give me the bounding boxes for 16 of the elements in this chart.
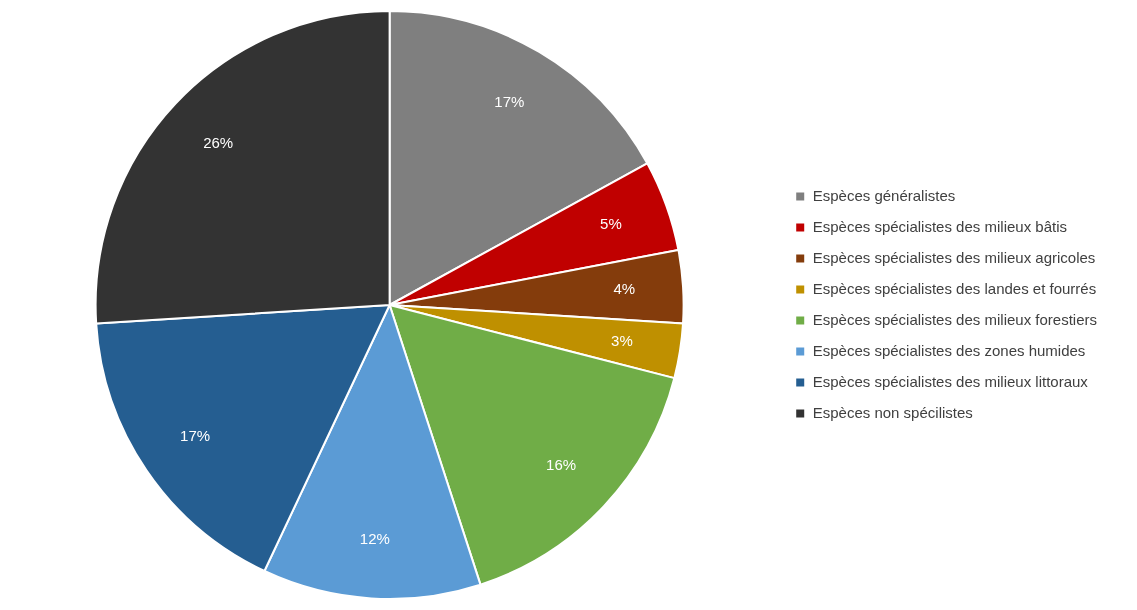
legend-label: Espèces spécialistes des milieux agricoles — [812, 248, 1096, 266]
data-label: 3% — [611, 331, 633, 349]
legend-label: Espèces spécialistes des milieux bâtis — [812, 217, 1068, 235]
data-label: 17% — [494, 92, 525, 110]
legend-label: Espèces spécialistes des milieux forestiers — [812, 310, 1098, 328]
legend-label: Espèces spécialistes des landes et fourrés — [812, 279, 1097, 297]
legend-label: Espèces généralistes — [812, 186, 956, 204]
data-label: 17% — [180, 427, 211, 445]
legend-label: Espèces spécialistes des zones humides — [812, 341, 1086, 359]
legend-label: Espèces non spécilistes — [812, 403, 973, 421]
data-label: 4% — [613, 280, 636, 298]
data-label: 16% — [546, 456, 577, 474]
data-label: 12% — [359, 529, 390, 547]
data-label: 5% — [600, 215, 622, 233]
legend-label: Espèces spécialistes des milieux littoraux — [812, 372, 1089, 390]
data-label: 26% — [203, 134, 234, 152]
